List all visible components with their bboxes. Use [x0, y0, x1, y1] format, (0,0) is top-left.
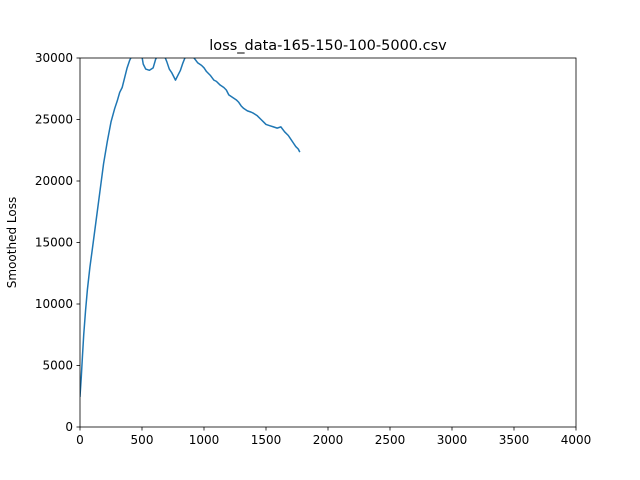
x-axis-ticks: 0 500 1000 1500 2000 2500 3000 3500 4000	[76, 427, 591, 447]
y-tick-label: 10000	[35, 297, 73, 311]
y-axis-ticks: 0 5000 10000 15000 20000 25000 30000	[35, 51, 80, 434]
y-tick-label: 25000	[35, 113, 73, 127]
y-tick-label: 30000	[35, 51, 73, 65]
x-tick-label: 4000	[561, 433, 592, 447]
chart-title: loss_data-165-150-100-5000.csv	[209, 38, 447, 54]
y-tick-label: 0	[65, 420, 73, 434]
axes-frame	[79, 57, 577, 428]
x-tick-label: 1500	[251, 433, 282, 447]
y-axis-label: Smoothed Loss	[5, 197, 19, 288]
x-tick-label: 1000	[189, 433, 220, 447]
y-tick-label: 15000	[35, 236, 73, 250]
x-tick-label: 3500	[499, 433, 530, 447]
loss-series-line	[80, 58, 301, 398]
x-tick-label: 3000	[437, 433, 468, 447]
y-tick-label: 20000	[35, 174, 73, 188]
x-tick-label: 500	[131, 433, 154, 447]
plot-area	[80, 58, 576, 427]
y-tick-label: 5000	[42, 359, 73, 373]
x-tick-label: 2000	[313, 433, 344, 447]
x-tick-label: 2500	[375, 433, 406, 447]
x-tick-label: 0	[76, 433, 84, 447]
